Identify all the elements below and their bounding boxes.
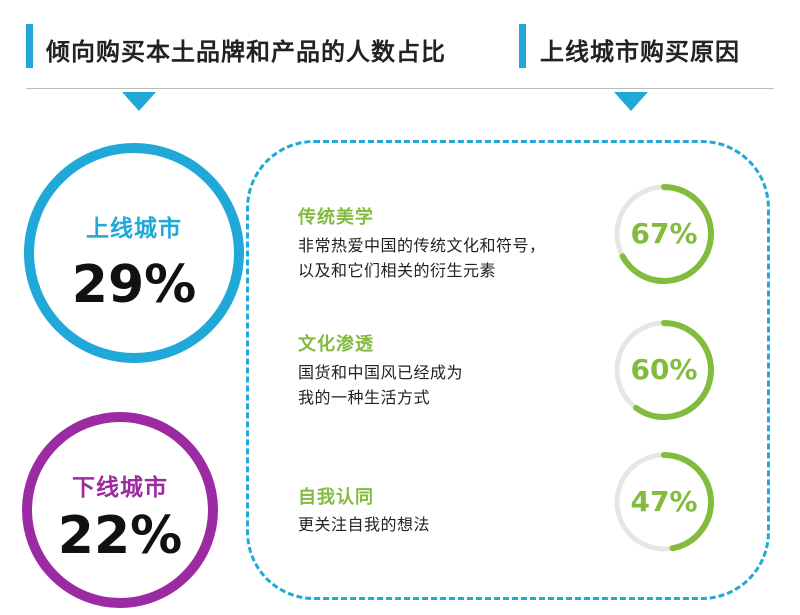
reason-gauge-ring (614, 320, 714, 420)
right-down-arrow-icon (614, 92, 648, 111)
reason-title: 自我认同 (298, 487, 374, 508)
upper-tier-label: 上线城市 (86, 216, 182, 242)
reason-description-line: 国货和中国风已经成为 (298, 363, 464, 382)
reason-title: 传统美学 (298, 207, 374, 228)
lower-tier-circle: 下线城市 22% (22, 412, 218, 608)
reason-gauge-value: 60% (630, 353, 698, 386)
reason-description: 国货和中国风已经成为 我的一种生活方式 (298, 360, 463, 410)
reason-gauge-ring (614, 184, 714, 284)
upper-tier-circle: 上线城市 29% (24, 143, 244, 363)
reasons-panel (246, 140, 770, 600)
header-divider (26, 88, 774, 89)
reason-gauge-value: 67% (630, 217, 698, 250)
gauge-progress-arc (614, 452, 714, 552)
reason-description-line: 更关注自我的想法 (298, 515, 431, 534)
header-right-accent-bar (519, 24, 526, 68)
reason-description: 非常热爱中国的传统文化和符号， 以及和它们相关的衍生元素 (298, 233, 546, 283)
header-left-accent-bar (26, 24, 33, 68)
upper-tier-value: 29% (71, 255, 197, 315)
lower-tier-value: 22% (57, 506, 183, 566)
reason-title: 文化渗透 (298, 334, 374, 355)
reason-gauge-ring (614, 452, 714, 552)
left-down-arrow-icon (122, 92, 156, 111)
reason-description: 更关注自我的想法 (298, 512, 430, 537)
gauge-progress-arc (614, 184, 714, 284)
reason-gauge-value: 47% (630, 485, 698, 518)
gauge-progress-arc (614, 320, 714, 420)
reason-description-line: 非常热爱中国的传统文化和符号， (298, 236, 546, 255)
header-left-title: 倾向购买本土品牌和产品的人数占比 (46, 38, 446, 66)
lower-tier-label: 下线城市 (72, 475, 168, 501)
header-right-title: 上线城市购买原因 (540, 38, 740, 66)
reason-description-line: 以及和它们相关的衍生元素 (298, 261, 497, 280)
reason-description-line: 我的一种生活方式 (298, 388, 431, 407)
